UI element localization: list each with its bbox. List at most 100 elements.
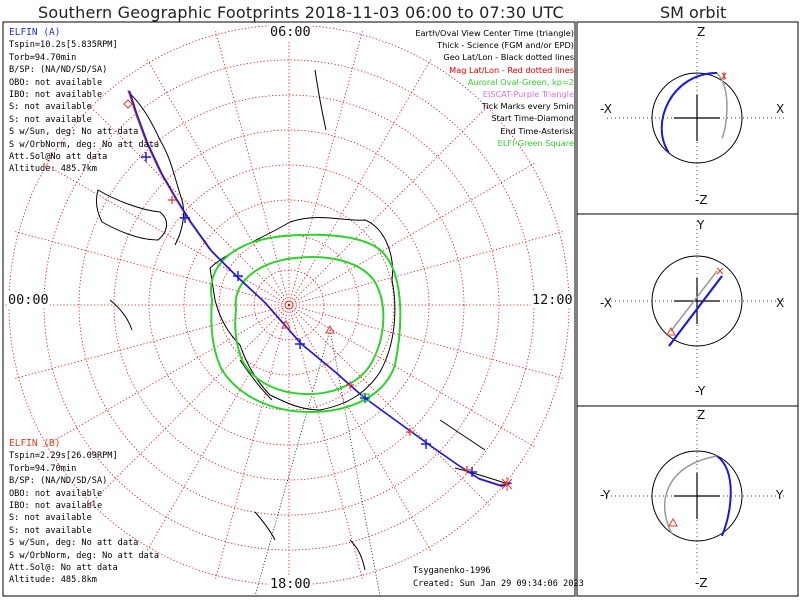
elfin-b-line: Tspin=2.29s[26.09RPM] [9, 451, 118, 462]
legend-item: Earth/Oval View Center Time (triangle) [415, 28, 574, 38]
center-triangle [281, 319, 291, 329]
legend-item: Mag Lat/Lon - Red dotted lines [449, 64, 574, 75]
track-tick-mark [168, 196, 176, 204]
track-tick-mark [406, 428, 414, 436]
elfin-a-line: S w/OrbNorm, deg: No att data [9, 139, 160, 150]
elfin-b-info: ELFIN (B) Tspin=2.29s[26.09RPM] Torb=94.… [9, 438, 159, 587]
start-diamond [123, 99, 133, 109]
elfi-square [361, 393, 370, 402]
mag-lon-line [214, 304, 290, 581]
track-tick-mark [295, 339, 305, 349]
coastline [239, 359, 273, 401]
end-asterisk [501, 477, 513, 491]
mag-lon-line [41, 162, 290, 306]
mlt-label-right: 12:00 [531, 292, 574, 308]
elfin-a-line: Torb=94.70min [9, 52, 77, 63]
auroral-oval-inner [234, 256, 385, 396]
sm1-right-label: X [776, 102, 785, 116]
elfin-a-line: Altitude: 485.7km [9, 164, 97, 175]
legend-item: Thick - Science (FGM and/or EPD) [437, 40, 574, 51]
legend-item: EISCAT-Purple Triangle [482, 89, 574, 100]
legend-item: End Time-Asterisk [500, 125, 574, 136]
sm1-bottom-label: -Z [695, 193, 708, 207]
elfin-a-title: ELFIN (A) [9, 27, 61, 38]
page-title: Southern Geographic Footprints 2018-11-0… [38, 3, 564, 22]
legend-item: Auroral Oval-Green, kp=2 [467, 76, 574, 87]
sm-end-asterisk [716, 267, 724, 275]
mlt-label-top: 06:00 [269, 24, 312, 40]
elfin-b-line: S w/OrbNorm, deg: No att data [9, 550, 160, 561]
elfin-b-title: ELFIN (B) [9, 438, 61, 449]
geo-lon-line [329, 329, 381, 597]
elfin-b-line: Att.Sol@: No att data [9, 563, 118, 574]
legend: Earth/Oval View Center Time (triangle) T… [415, 27, 574, 149]
auroral-oval [210, 233, 402, 414]
mag-lon-line [214, 29, 290, 306]
sm2-bottom-label: -Y [695, 384, 706, 398]
sm3-left-label: -Y [600, 488, 611, 502]
sm-orbit-a [660, 72, 718, 154]
mlt-label-bottom: 18:00 [269, 576, 312, 592]
track-tick-mark [233, 271, 243, 281]
geo-lon-line [254, 329, 331, 597]
coastline [439, 419, 486, 451]
coastline [314, 69, 327, 131]
elfin-b-line: S: not available [9, 525, 92, 536]
legend-item: Geo Lat/Lon - Black dotted lines [443, 52, 574, 63]
mlt-label-left: 00:00 [7, 292, 50, 308]
coastline [127, 91, 185, 246]
auroral-oval-outer [210, 233, 402, 414]
sm-orbit-b [670, 270, 718, 332]
sm-orbit-a [716, 455, 732, 537]
coastline [95, 189, 167, 241]
legend-item: Tick Marks every 5min [481, 101, 574, 112]
center-triangle [325, 324, 335, 334]
mag-lon-line [288, 304, 537, 448]
sm-orbit-b [716, 72, 728, 139]
sm-center-triangle [666, 326, 676, 336]
elfin-a-line: S: not available [9, 102, 92, 113]
continent-outlines [95, 69, 509, 571]
legend-item: Start Time-Diamond [491, 113, 574, 124]
sm-orbit-panels [607, 38, 787, 576]
elfin-a-line: S w/Sun, deg: No att data [9, 127, 139, 138]
mag-lat-circle [183, 199, 395, 411]
track-tick-mark [141, 152, 151, 162]
elfin-a-line: S: not available [9, 114, 92, 125]
mag-lat-circle [218, 234, 360, 376]
sm-orbit-title: SM orbit [660, 3, 727, 22]
sm-orbit-b [664, 455, 718, 535]
mag-lon-line [288, 230, 565, 306]
elfin-a-info: ELFIN (A) Tspin=10.2s[5.835RPM] Torb=94.… [9, 27, 159, 176]
created-timestamp: Created: Sun Jan 29 09:34:06 2023 [413, 579, 584, 589]
legend-item: ELFI-Green Square [497, 137, 574, 148]
elfin-b-line: IBO: not available [9, 501, 103, 512]
sm1-top-label: Z [697, 25, 706, 39]
track-tick-mark [467, 467, 477, 477]
sm-end-asterisk [721, 72, 727, 80]
mag-lon-line [146, 304, 290, 553]
mag-lon-line [288, 162, 537, 306]
track-tick-mark [421, 439, 431, 449]
elfin-a-line: IBO: not available [9, 90, 103, 101]
sm-center-triangle [668, 517, 678, 527]
coastline [254, 511, 276, 541]
coastline [454, 467, 509, 485]
mag-lon-line [13, 230, 290, 306]
elfin-a-track [128, 90, 512, 487]
sm2-top-label: Y [697, 218, 705, 232]
track-tick-mark [180, 213, 190, 223]
elfin-a-line: Att.Sol@No att data [9, 152, 108, 163]
sm2-left-label: -X [600, 296, 612, 310]
coastline [109, 299, 133, 331]
elfin-b-line: B/SP: (NA/ND/SD/SA) [9, 476, 108, 487]
satellite-tracks [123, 89, 513, 491]
elfin-b-line: S: not available [9, 513, 92, 524]
track-tick-mark [346, 381, 354, 389]
sm3-right-label: Y [776, 488, 784, 502]
elfin-b-line: OBO: not available [9, 488, 103, 499]
coastline [209, 216, 396, 411]
mag-lat-circle [78, 94, 500, 516]
mag-lat-circle [113, 129, 465, 481]
sm-panels-frame [576, 21, 799, 597]
